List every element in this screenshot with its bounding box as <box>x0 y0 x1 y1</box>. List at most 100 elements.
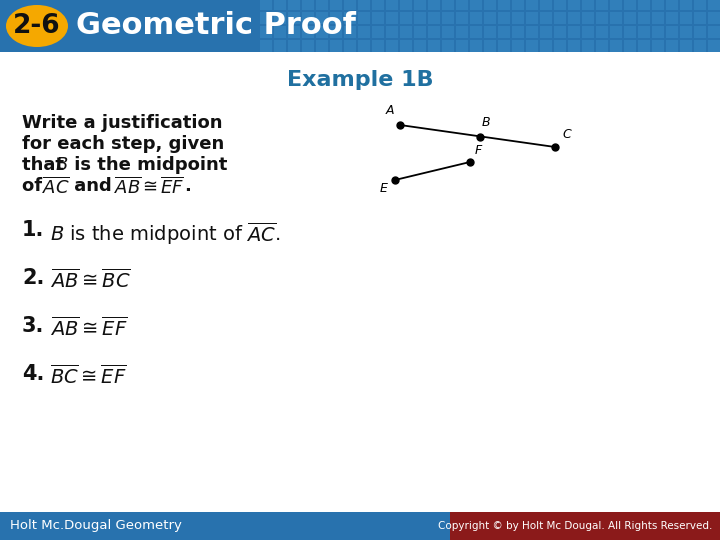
Bar <box>596 0 608 10</box>
Text: 3.: 3. <box>22 316 45 336</box>
Bar <box>316 0 328 10</box>
Bar <box>274 0 286 10</box>
Bar <box>456 26 468 38</box>
Bar <box>260 26 272 38</box>
Text: Copyright © by Holt Mc Dougal. All Rights Reserved.: Copyright © by Holt Mc Dougal. All Right… <box>438 521 712 531</box>
Bar <box>610 12 622 24</box>
Text: for each step, given: for each step, given <box>22 135 224 153</box>
Text: $\overline{AC}$: $\overline{AC}$ <box>42 177 70 198</box>
Bar <box>288 12 300 24</box>
Bar <box>610 0 622 10</box>
Bar <box>624 12 636 24</box>
Text: $\overline{EF}$: $\overline{EF}$ <box>160 177 184 198</box>
Bar <box>372 0 384 10</box>
Text: $\mathit{B}$ is the midpoint of $\overline{AC}$.: $\mathit{B}$ is the midpoint of $\overli… <box>50 220 280 247</box>
Bar <box>498 40 510 52</box>
Bar <box>526 26 538 38</box>
Bar <box>512 12 524 24</box>
Bar <box>498 0 510 10</box>
Bar <box>582 26 594 38</box>
Text: $\mathit{B}$: $\mathit{B}$ <box>55 156 68 174</box>
Bar <box>330 40 342 52</box>
Bar <box>456 40 468 52</box>
Bar <box>512 40 524 52</box>
Bar <box>624 40 636 52</box>
Bar <box>344 12 356 24</box>
Bar <box>610 40 622 52</box>
Bar <box>540 12 552 24</box>
Bar <box>554 0 566 10</box>
Bar <box>694 26 706 38</box>
Bar <box>330 26 342 38</box>
Bar <box>428 12 440 24</box>
Bar <box>610 26 622 38</box>
Text: and: and <box>68 177 118 195</box>
Bar <box>442 26 454 38</box>
Bar <box>316 26 328 38</box>
Bar <box>484 26 496 38</box>
Bar <box>414 26 426 38</box>
Bar <box>708 12 720 24</box>
Bar <box>442 0 454 10</box>
Bar <box>288 26 300 38</box>
Bar <box>498 12 510 24</box>
Text: $\overline{AB} \cong \overline{BC}$: $\overline{AB} \cong \overline{BC}$ <box>50 268 130 292</box>
Bar <box>666 12 678 24</box>
Bar <box>652 12 664 24</box>
Bar <box>652 26 664 38</box>
Bar <box>456 12 468 24</box>
Bar <box>540 0 552 10</box>
Bar <box>400 40 412 52</box>
Bar <box>330 0 342 10</box>
Bar <box>386 26 398 38</box>
Bar <box>582 12 594 24</box>
Bar <box>666 0 678 10</box>
Bar <box>512 26 524 38</box>
Bar <box>428 26 440 38</box>
Bar <box>450 512 720 540</box>
Bar <box>582 40 594 52</box>
Bar <box>582 0 594 10</box>
Bar <box>414 40 426 52</box>
Bar <box>680 0 692 10</box>
Bar <box>456 0 468 10</box>
Text: is the midpoint: is the midpoint <box>68 156 228 174</box>
Bar <box>526 40 538 52</box>
Text: Holt Mc.Dougal Geometry: Holt Mc.Dougal Geometry <box>10 519 182 532</box>
Bar <box>540 26 552 38</box>
Bar <box>708 40 720 52</box>
Bar <box>554 12 566 24</box>
Bar <box>470 0 482 10</box>
Text: A: A <box>385 104 394 117</box>
Text: .: . <box>184 177 191 195</box>
Bar <box>638 40 650 52</box>
Bar <box>400 0 412 10</box>
Text: $\overline{AB}$: $\overline{AB}$ <box>114 177 142 198</box>
Bar <box>386 0 398 10</box>
Bar <box>274 40 286 52</box>
Bar <box>624 26 636 38</box>
Bar <box>442 12 454 24</box>
Bar <box>596 12 608 24</box>
Bar <box>372 12 384 24</box>
Bar <box>442 40 454 52</box>
Bar <box>302 26 314 38</box>
Bar <box>358 40 370 52</box>
Text: 2-6: 2-6 <box>13 13 60 39</box>
Bar <box>624 0 636 10</box>
Bar <box>526 0 538 10</box>
Bar <box>526 12 538 24</box>
Bar <box>694 0 706 10</box>
Bar <box>414 0 426 10</box>
Bar <box>400 26 412 38</box>
Bar <box>358 0 370 10</box>
Bar <box>512 0 524 10</box>
Bar <box>484 0 496 10</box>
Bar <box>694 40 706 52</box>
Bar <box>372 40 384 52</box>
Bar <box>484 12 496 24</box>
Bar <box>638 12 650 24</box>
Bar <box>260 40 272 52</box>
Bar <box>708 0 720 10</box>
Bar <box>400 12 412 24</box>
